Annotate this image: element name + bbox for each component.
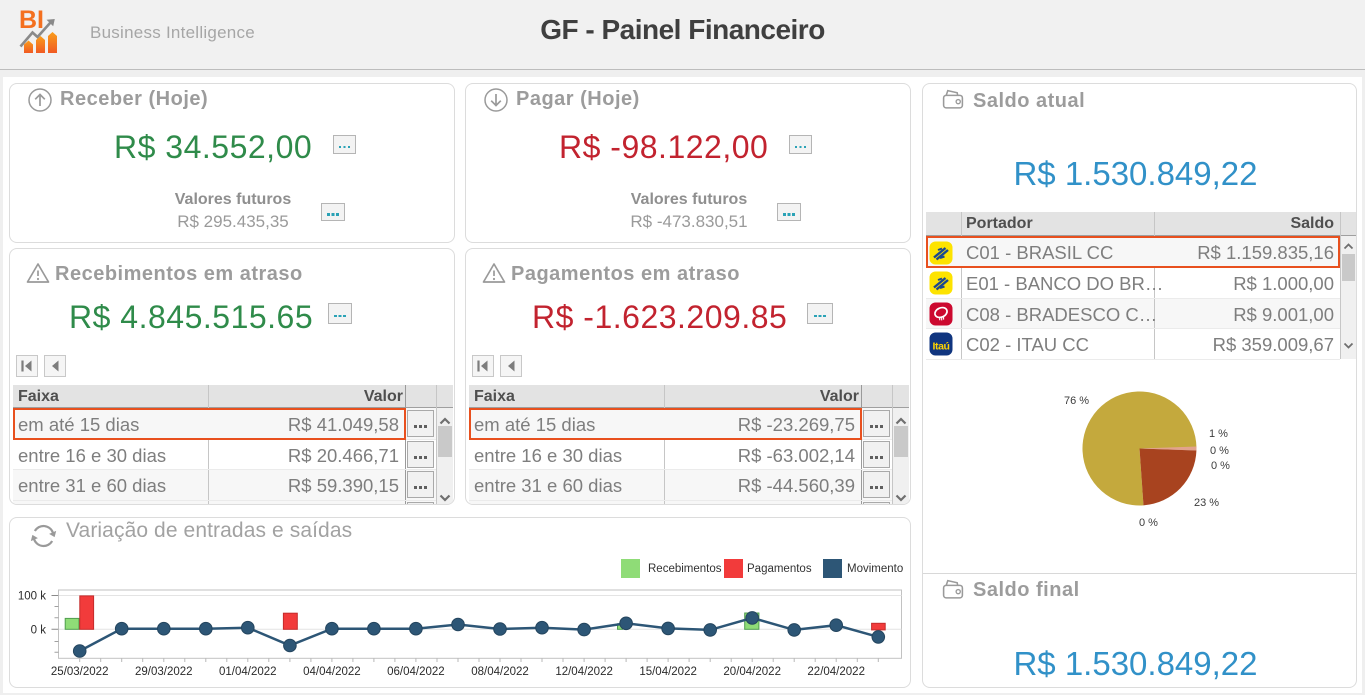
svg-text:20/04/2022: 20/04/2022 bbox=[723, 666, 781, 678]
svg-text:04/04/2022: 04/04/2022 bbox=[303, 666, 361, 678]
svg-text:100 k: 100 k bbox=[18, 591, 46, 603]
svg-text:0 k: 0 k bbox=[31, 624, 47, 636]
svg-text:01/04/2022: 01/04/2022 bbox=[219, 666, 277, 678]
svg-text:15/04/2022: 15/04/2022 bbox=[639, 666, 697, 678]
svg-text:12/04/2022: 12/04/2022 bbox=[555, 666, 613, 678]
svg-text:22/04/2022: 22/04/2022 bbox=[807, 666, 865, 678]
svg-text:08/04/2022: 08/04/2022 bbox=[471, 666, 529, 678]
svg-text:25/03/2022: 25/03/2022 bbox=[51, 666, 109, 678]
svg-text:BI: BI bbox=[19, 6, 44, 34]
svg-text:29/03/2022: 29/03/2022 bbox=[135, 666, 193, 678]
svg-text:Itaú: Itaú bbox=[932, 341, 949, 353]
svg-text:06/04/2022: 06/04/2022 bbox=[387, 666, 445, 678]
